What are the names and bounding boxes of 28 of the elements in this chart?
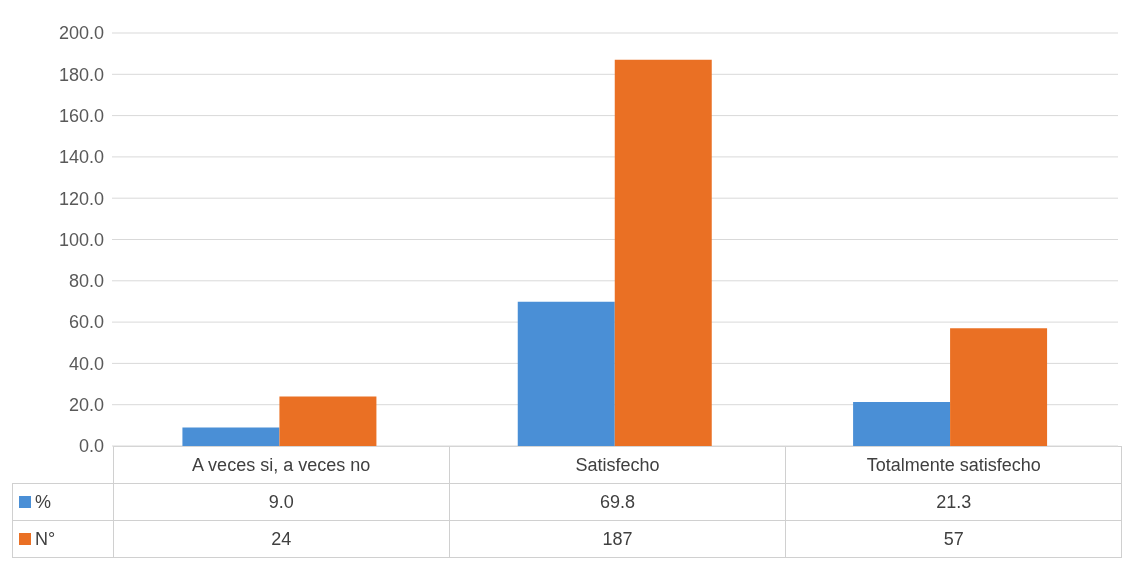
y-tick-label: 160.0 (58, 105, 104, 126)
y-tick-label: 80.0 (68, 271, 104, 292)
legend-label: N° (12, 520, 113, 558)
data-label: 24 (113, 520, 450, 558)
x-tick-label: A veces si, a veces no (113, 446, 450, 484)
y-tick-label: 20.0 (68, 395, 104, 416)
y-tick-label: 180.0 (58, 64, 104, 85)
y-tick-label: 60.0 (68, 312, 104, 333)
data-label: 69.8 (449, 483, 786, 521)
bar (950, 328, 1048, 446)
x-tick-label: Satisfecho (449, 446, 786, 484)
bar (279, 396, 377, 446)
x-tick-label: Totalmente satisfecho (785, 446, 1122, 484)
data-label: 9.0 (113, 483, 450, 521)
y-tick-label: 200.0 (58, 23, 104, 44)
y-tick-label: 140.0 (58, 147, 104, 168)
y-tick-label: 40.0 (68, 353, 104, 374)
y-tick-label: 100.0 (58, 229, 104, 250)
data-label: 57 (785, 520, 1122, 558)
data-label: 187 (449, 520, 786, 558)
data-label: 21.3 (785, 483, 1122, 521)
bar (182, 427, 280, 446)
bar (853, 402, 951, 446)
bar (517, 301, 615, 446)
y-tick-label: 0.0 (78, 436, 104, 457)
bar (614, 59, 712, 446)
legend-label: % (12, 483, 113, 521)
y-tick-label: 120.0 (58, 188, 104, 209)
